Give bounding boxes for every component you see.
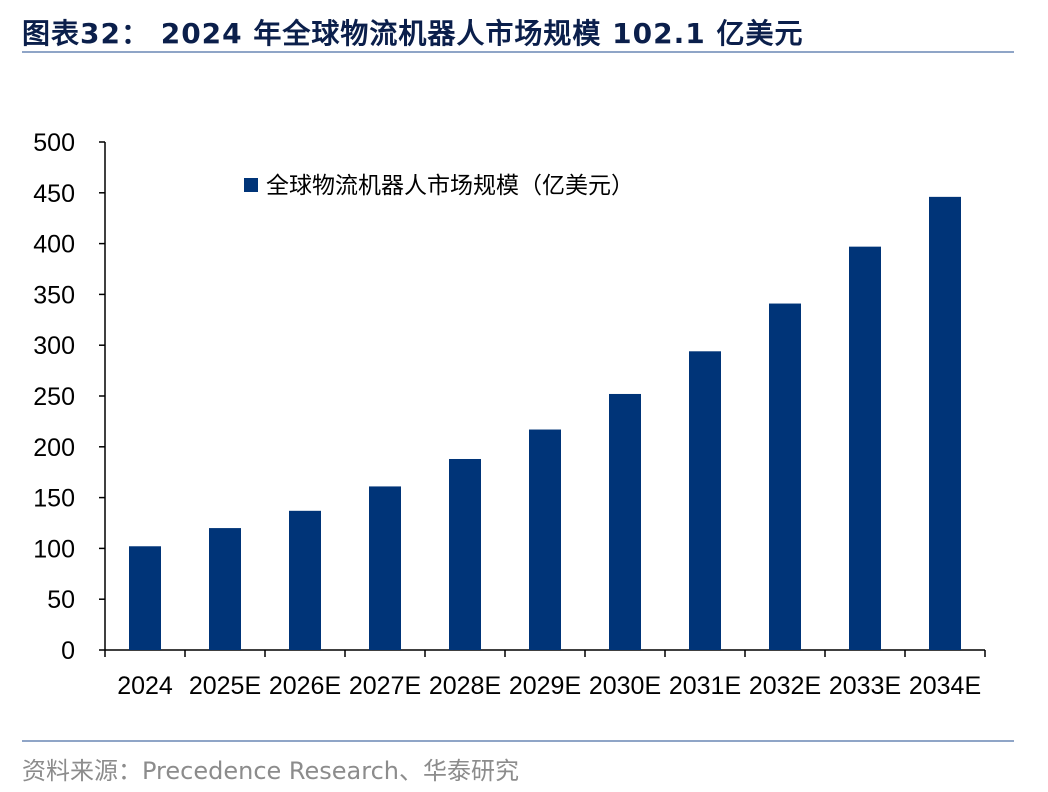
x-tick-label: 2031E: [669, 672, 741, 700]
bar: [689, 351, 721, 650]
bar: [449, 458, 481, 650]
y-tick-label: 300: [33, 332, 75, 360]
bar: [769, 303, 801, 650]
y-tick-label: 0: [61, 637, 75, 665]
y-tick-label: 50: [47, 586, 75, 614]
y-tick-label: 450: [33, 180, 75, 208]
legend: 全球物流机器人市场规模（亿美元）: [244, 173, 634, 199]
x-tick-label: 2027E: [349, 672, 421, 700]
x-tick-label: 2030E: [589, 672, 661, 700]
x-tick-label: 2032E: [749, 672, 821, 700]
x-tick-label: 2025E: [189, 672, 261, 700]
y-tick-label: 500: [33, 129, 75, 157]
y-tick-label: 400: [33, 231, 75, 259]
y-tick-label: 250: [33, 383, 75, 411]
bar: [129, 546, 161, 650]
bar: [209, 528, 241, 650]
y-tick-label: 150: [33, 485, 75, 513]
legend-swatch: [244, 178, 258, 192]
bar: [369, 486, 401, 650]
y-tick-label: 100: [33, 535, 75, 563]
source-note: 资料来源：Precedence Research、华泰研究: [22, 757, 520, 785]
footer-divider: [22, 740, 1014, 742]
bar: [609, 393, 641, 650]
bar-series: [129, 196, 961, 650]
bar: [929, 196, 961, 650]
x-tick-label: 2034E: [909, 672, 981, 700]
x-tick-label: 2024: [117, 672, 173, 700]
bar: [289, 510, 321, 650]
x-tick-label: 2028E: [429, 672, 501, 700]
bar: [529, 429, 561, 650]
bar-chart: 0 50 100 150 200 250 300 350 400 450 500 2024 2025E…: [33, 129, 986, 700]
x-tick-label: 2029E: [509, 672, 581, 700]
x-tick-label: 2033E: [829, 672, 901, 700]
x-tick-label: 2026E: [269, 672, 341, 700]
page-title: 图表32： 2024 年全球物流机器人市场规模 102.1 亿美元: [22, 17, 804, 50]
title-divider: [22, 51, 1014, 53]
y-axis: 0 50 100 150 200 250 300 350 400 450 500: [33, 129, 106, 665]
x-axis: 2024 2025E 2026E 2027E 2028E 2029E 2030E 2031E 2…: [104, 649, 986, 700]
legend-label: 全球物流机器人市场规模（亿美元）: [266, 173, 634, 199]
bar: [849, 246, 881, 650]
y-tick-label: 350: [33, 281, 75, 309]
y-tick-label: 200: [33, 434, 75, 462]
